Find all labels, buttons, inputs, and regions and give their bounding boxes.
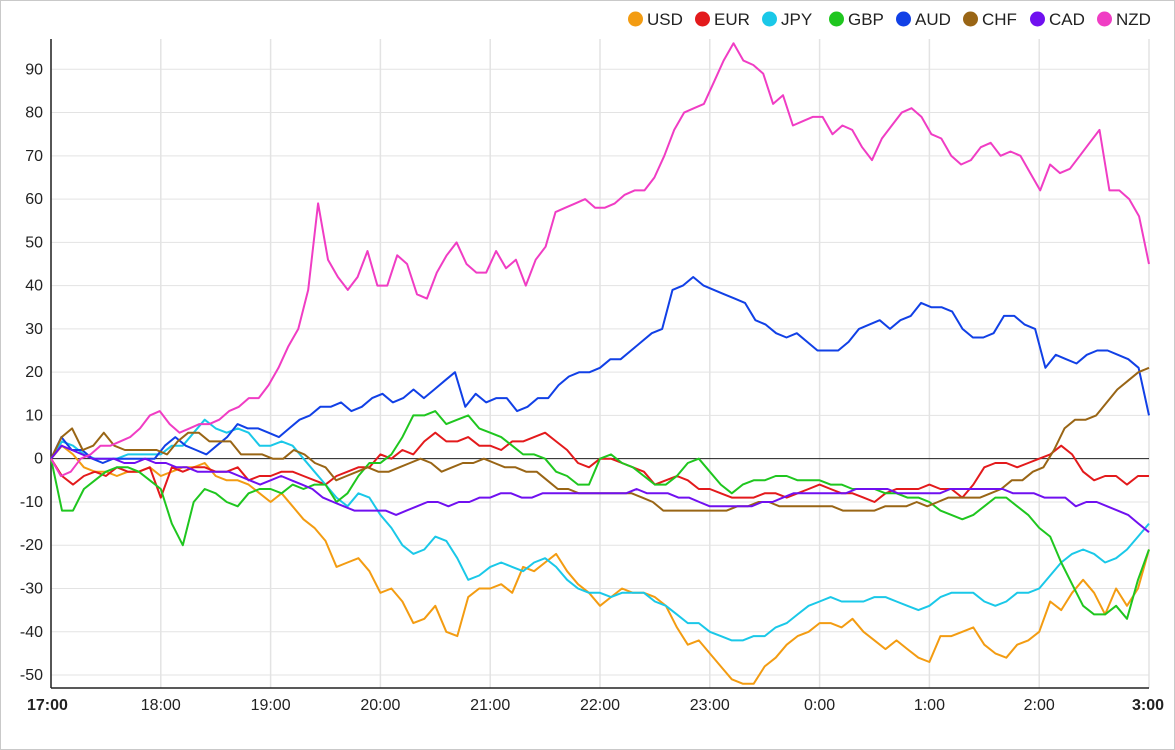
- y-tick-label: 0: [34, 451, 43, 468]
- legend-label-jpy: JPY: [781, 10, 812, 29]
- grid: [50, 39, 1150, 688]
- legend-label-gbp: GBP: [848, 10, 884, 29]
- legend-item-eur: EUR: [695, 10, 750, 29]
- legend-swatch-nzd: [1097, 11, 1112, 27]
- legend-swatch-cad: [1030, 11, 1045, 27]
- x-tick-label: 19:00: [251, 697, 291, 714]
- y-tick-label: -40: [20, 624, 43, 641]
- legend-swatch-aud: [896, 11, 911, 27]
- axes: -50 -40 -30 -20 -10 0 10 20 30 40 50 60 70 80 90 17:00 1…: [20, 39, 1164, 714]
- legend-item-nzd: NZD: [1097, 10, 1151, 29]
- legend-swatch-eur: [695, 11, 710, 27]
- legend-label-chf: CHF: [982, 10, 1017, 29]
- legend-label-cad: CAD: [1049, 10, 1085, 29]
- legend-label-usd: USD: [647, 10, 683, 29]
- x-tick-label: 20:00: [360, 697, 400, 714]
- y-tick-label: -50: [20, 667, 43, 684]
- series-line-usd: [50, 444, 1150, 685]
- series-line-gbp: [50, 410, 1150, 620]
- legend-item-aud: AUD: [896, 10, 951, 29]
- series-line-cad: [50, 444, 1150, 533]
- x-tick-label: 1:00: [914, 697, 945, 714]
- y-tick-label: -20: [20, 537, 43, 554]
- y-tick-label: 60: [25, 191, 43, 208]
- legend-item-gbp: GBP: [829, 10, 884, 29]
- x-tick-label: 21:00: [470, 697, 510, 714]
- series-line-nzd: [50, 42, 1150, 477]
- x-tick-label: 23:00: [690, 697, 730, 714]
- x-tick-label: 18:00: [141, 697, 181, 714]
- legend-item-usd: USD: [628, 10, 683, 29]
- legend-swatch-usd: [628, 11, 643, 27]
- x-tick-label: 2:00: [1024, 697, 1055, 714]
- legend-item-chf: CHF: [963, 10, 1017, 29]
- legend-swatch-chf: [963, 11, 978, 27]
- y-tick-label: 50: [25, 234, 43, 251]
- series-layer: [50, 42, 1150, 685]
- y-tick-label: 70: [25, 148, 43, 165]
- x-tick-label: 0:00: [804, 697, 835, 714]
- legend-item-jpy: JPY: [762, 10, 812, 29]
- legend-swatch-gbp: [829, 11, 844, 27]
- y-tick-label: 20: [25, 364, 43, 381]
- series-line-aud: [50, 276, 1150, 464]
- y-tick-label: 30: [25, 321, 43, 338]
- y-tick-label: 40: [25, 278, 43, 295]
- legend: USD EUR JPY GBP AUD CHF CAD NZD: [628, 10, 1151, 29]
- y-tick-label: 10: [25, 407, 43, 424]
- y-tick-label: 80: [25, 105, 43, 122]
- y-tick-label: -10: [20, 494, 43, 511]
- x-tick-label: 17:00: [27, 697, 68, 714]
- x-tick-label: 22:00: [580, 697, 620, 714]
- legend-label-nzd: NZD: [1116, 10, 1151, 29]
- y-tick-label: 90: [25, 61, 43, 78]
- legend-label-aud: AUD: [915, 10, 951, 29]
- legend-label-eur: EUR: [714, 10, 750, 29]
- y-tick-label: -30: [20, 580, 43, 597]
- x-tick-label: 3:00: [1132, 697, 1164, 714]
- legend-swatch-jpy: [762, 11, 777, 27]
- legend-item-cad: CAD: [1030, 10, 1085, 29]
